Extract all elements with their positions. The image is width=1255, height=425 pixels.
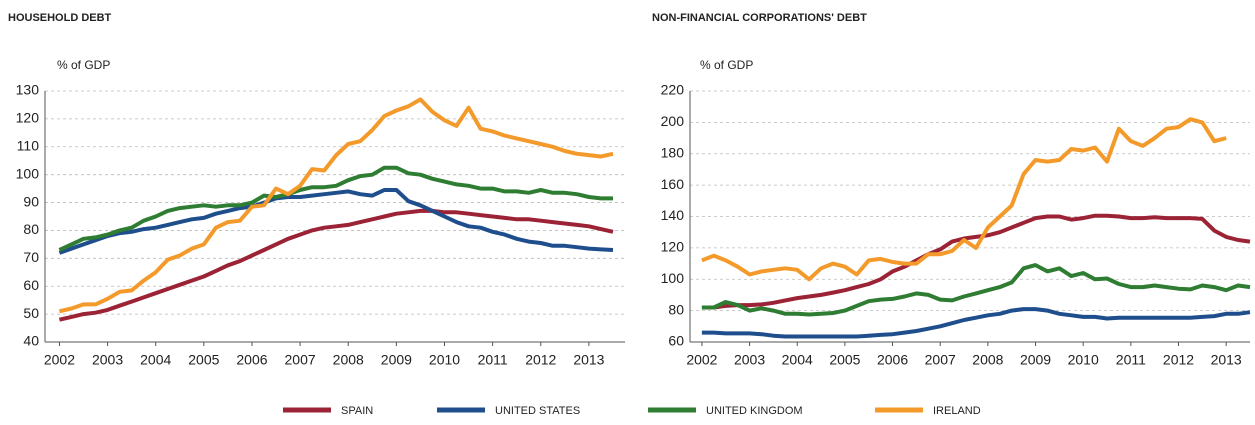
x-tick-label: 2004: [140, 352, 171, 368]
series-line: [701, 263, 1251, 317]
y-axis-label: % of GDP: [57, 58, 110, 72]
x-tick-label: 2008: [333, 352, 364, 368]
y-tick-label: 70: [23, 249, 39, 265]
x-tick-label: 2011: [478, 352, 508, 368]
x-tick-label: 2005: [188, 352, 219, 368]
y-tick-label: 60: [23, 277, 39, 293]
y-tick-label: 40: [23, 333, 39, 349]
y-tick-label: 80: [668, 301, 684, 317]
series-line: [701, 213, 1251, 310]
y-tick-label: 60: [668, 333, 684, 349]
series-line: [58, 188, 614, 255]
x-tick-label: 2003: [734, 352, 765, 368]
y-tick-label: 100: [661, 270, 685, 286]
y-tick-label: 220: [661, 82, 685, 98]
legend-label: UNITED STATES: [495, 405, 580, 417]
x-tick-label: 2006: [236, 352, 267, 368]
legend-label: IRELAND: [933, 405, 981, 417]
legend-label: SPAIN: [341, 405, 373, 417]
y-tick-label: 120: [661, 239, 685, 255]
series-line: [58, 97, 614, 314]
y-axis-label: % of GDP: [700, 58, 753, 72]
x-tick-label: 2006: [877, 352, 908, 368]
x-tick-label: 2013: [573, 352, 604, 368]
series-line: [701, 117, 1227, 282]
legend-label: UNITED KINGDOM: [706, 405, 803, 417]
series-line: [58, 208, 614, 322]
x-tick-label: 2004: [782, 352, 813, 368]
series-line: [701, 307, 1251, 339]
x-tick-label: 2010: [1068, 352, 1099, 368]
y-tick-label: 100: [16, 165, 40, 181]
y-tick-label: 140: [661, 207, 685, 223]
x-tick-label: 2008: [972, 352, 1003, 368]
x-tick-label: 2003: [92, 352, 123, 368]
x-tick-label: 2007: [925, 352, 956, 368]
chart-title: HOUSEHOLD DEBT: [8, 12, 112, 24]
y-tick-label: 180: [661, 144, 685, 160]
y-tick-label: 160: [661, 176, 685, 192]
x-tick-label: 2012: [1163, 352, 1194, 368]
x-tick-label: 2012: [525, 352, 556, 368]
y-tick-label: 120: [16, 110, 40, 126]
y-tick-label: 200: [661, 113, 685, 129]
x-tick-label: 2010: [429, 352, 460, 368]
y-tick-label: 130: [16, 82, 40, 98]
y-tick-label: 110: [17, 137, 40, 153]
series-line: [58, 165, 613, 252]
x-tick-label: 2002: [686, 352, 717, 368]
y-tick-label: 50: [23, 305, 39, 321]
y-tick-label: 80: [23, 221, 39, 237]
x-tick-label: 2009: [381, 352, 412, 368]
y-tick-label: 90: [23, 193, 39, 209]
x-tick-label: 2007: [285, 352, 316, 368]
x-tick-label: 2002: [44, 352, 75, 368]
x-tick-label: 2013: [1211, 352, 1242, 368]
chart-title: NON-FINANCIAL CORPORATIONS' DEBT: [652, 12, 867, 24]
x-tick-label: 2011: [1116, 352, 1146, 368]
x-tick-label: 2009: [1020, 352, 1051, 368]
x-tick-label: 2005: [829, 352, 860, 368]
